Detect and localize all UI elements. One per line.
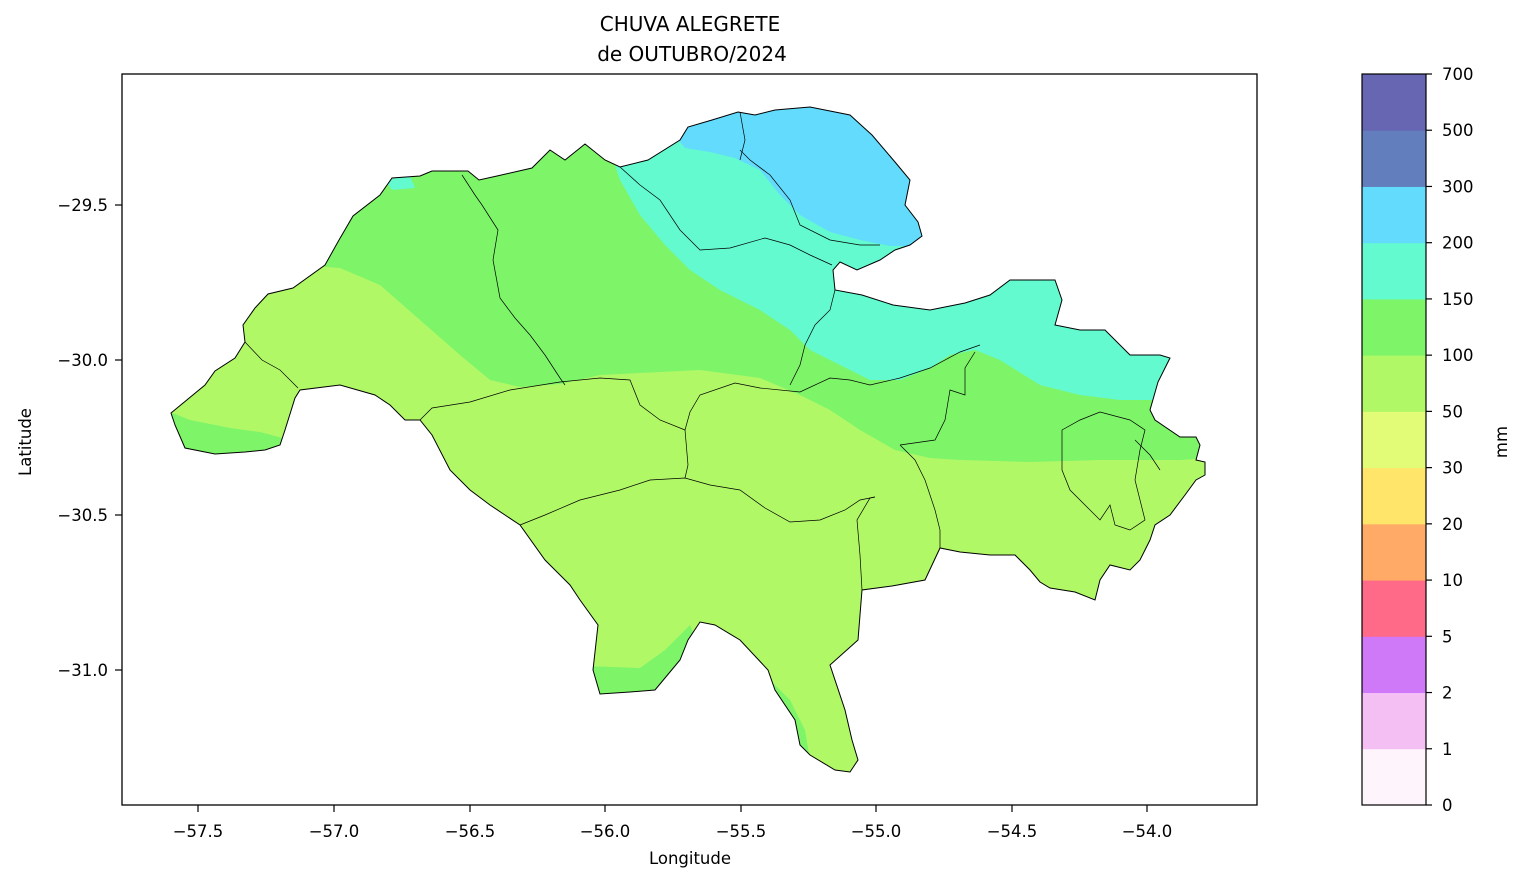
colorbar: 0 1 2 5 10 20 30 50 100 150 200 300 500 700: [1361, 65, 1474, 815]
colorbar-tick-label: 150: [1442, 290, 1474, 309]
colorbar-segment: [1362, 467, 1426, 525]
x-tick-label: −55.0: [851, 822, 902, 841]
colorbar-segment: [1362, 748, 1426, 806]
colorbar-segment: [1362, 692, 1426, 750]
colorbar-segment: [1362, 186, 1426, 244]
chart-title-line2: de OUTUBRO/2024: [597, 42, 787, 66]
chart-title-line1: CHUVA ALEGRETE: [600, 12, 780, 36]
x-tick-label: −56.0: [580, 822, 631, 841]
colorbar-tick-label: 10: [1442, 571, 1463, 590]
x-tick-label: −57.5: [173, 822, 224, 841]
colorbar-tick-label: 1: [1442, 740, 1453, 759]
y-tick-label: −31.0: [57, 661, 108, 680]
colorbar-frame: [1361, 73, 1427, 806]
zone-200-300: [660, 107, 930, 246]
colorbar-tick-label: 20: [1442, 515, 1463, 534]
x-tick-label: −54.0: [1122, 822, 1173, 841]
y-tick-label: −30.5: [57, 506, 108, 525]
colorbar-tick-label: 700: [1442, 65, 1474, 84]
y-tick-label: −29.5: [57, 196, 108, 215]
y-axis: −29.5 −30.0 −30.5 −31.0 Latitude: [16, 196, 122, 680]
x-axis-label: Longitude: [649, 849, 731, 868]
colorbar-tick-label: 0: [1442, 796, 1453, 815]
colorbar-tick-label: 2: [1442, 684, 1453, 703]
colorbar-segment: [1362, 523, 1426, 581]
zone-150-200-west-spot: [385, 176, 415, 190]
colorbar-label: mm: [1492, 426, 1511, 458]
colorbar-tick-label: 30: [1442, 459, 1463, 478]
colorbar-segment: [1362, 355, 1426, 412]
colorbar-segment: [1362, 411, 1426, 469]
colorbar-tick-label: 200: [1442, 234, 1474, 253]
colorbar-tick-label: 50: [1442, 402, 1463, 421]
colorbar-tick-label: 5: [1442, 627, 1453, 646]
x-tick-label: −56.5: [445, 822, 496, 841]
colorbar-segment: [1362, 580, 1426, 637]
colorbar-segment: [1362, 242, 1426, 300]
colorbar-tick-label: 100: [1442, 346, 1474, 365]
x-axis: −57.5 −57.0 −56.5 −56.0 −55.5 −55.0 −54.…: [173, 805, 1173, 868]
colorbar-segment: [1362, 130, 1426, 187]
x-tick-label: −55.5: [716, 822, 767, 841]
region-outline: [170, 106, 1206, 773]
colorbar-tick-label: 300: [1442, 177, 1474, 196]
colorbar-segment: [1362, 298, 1426, 356]
y-tick-label: −30.0: [57, 351, 108, 370]
x-tick-label: −57.0: [309, 822, 360, 841]
y-axis-label: Latitude: [16, 408, 35, 476]
municipal-boundaries: [244, 111, 1161, 591]
x-tick-label: −54.5: [987, 822, 1038, 841]
colorbar-tick-label: 500: [1442, 121, 1474, 140]
colorbar-segment: [1362, 636, 1426, 694]
colorbar-segment: [1362, 74, 1426, 131]
